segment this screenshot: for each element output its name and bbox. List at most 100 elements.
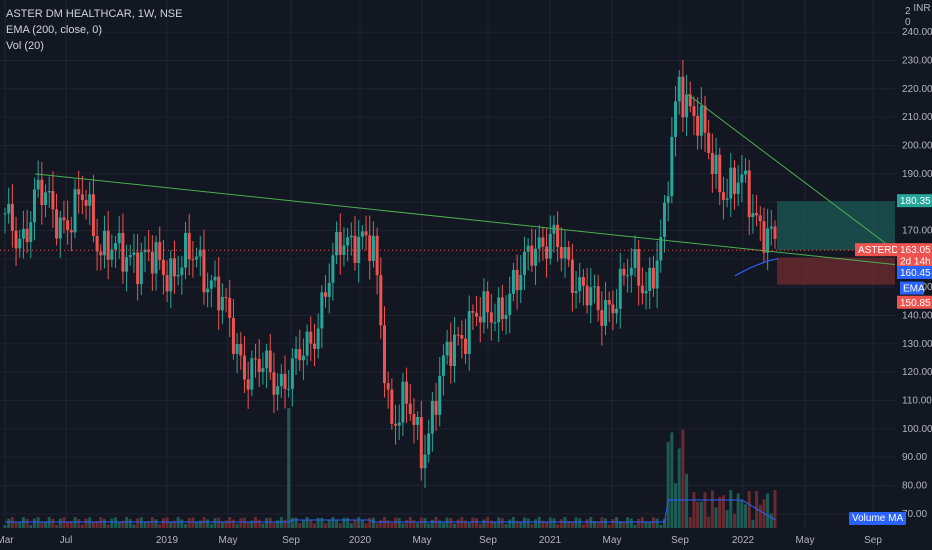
- volume-bar: [309, 519, 313, 528]
- long-trendline[interactable]: [34, 173, 896, 265]
- volume-bar: [677, 448, 681, 528]
- volume-bars: [3, 408, 777, 528]
- volume-bar: [294, 517, 298, 528]
- candle-body: [666, 196, 670, 203]
- volume-ma-label: Volume MA: [852, 513, 904, 524]
- candle-body: [55, 209, 59, 239]
- candle-body: [556, 224, 560, 247]
- volume-bar: [32, 518, 36, 528]
- descending-trendline[interactable]: [687, 94, 896, 251]
- candle-body: [519, 274, 523, 291]
- candle-body: [231, 317, 235, 354]
- candle-body: [467, 311, 471, 354]
- volume-bar: [570, 522, 574, 528]
- candle-body: [589, 287, 593, 306]
- volume-bar: [611, 519, 615, 528]
- y-tick-label: 200.00: [902, 141, 932, 152]
- volume-bar: [552, 518, 556, 528]
- candle-body: [14, 230, 18, 249]
- price-tag-symbol-text: ASTERDM: [858, 245, 907, 256]
- volume-bar: [187, 518, 191, 528]
- stop-zone[interactable]: [777, 257, 895, 285]
- volume-bar: [559, 519, 563, 528]
- volume-bar: [692, 492, 696, 528]
- candle-body: [360, 231, 364, 237]
- volume-bar: [629, 518, 633, 528]
- candle-body: [692, 106, 696, 116]
- volume-bar: [674, 483, 678, 528]
- candle-body: [3, 213, 7, 215]
- candle-body: [747, 170, 751, 218]
- candle-body: [25, 228, 29, 242]
- price-tag: [897, 266, 932, 279]
- legend-volume[interactable]: Vol (20): [6, 40, 44, 52]
- candle-body: [394, 423, 398, 426]
- trend-lines[interactable]: [0, 94, 896, 277]
- candle-body: [688, 94, 692, 107]
- volume-bar: [581, 524, 585, 528]
- candle-body: [640, 285, 644, 294]
- candle-body: [342, 245, 346, 255]
- candle-body: [681, 76, 685, 118]
- candle-body: [357, 236, 361, 263]
- candle-body: [276, 386, 280, 395]
- candle-body: [305, 331, 309, 356]
- candle-body: [180, 267, 184, 276]
- candle-body: [655, 260, 659, 289]
- candle-body: [298, 349, 302, 361]
- candle-body: [58, 217, 62, 239]
- legend-symbol[interactable]: ASTER DM HEALTHCAR, 1W, NSE: [6, 8, 183, 20]
- candle-body: [659, 236, 663, 261]
- candle-body: [301, 355, 305, 361]
- volume-bar: [257, 519, 261, 528]
- target-zone[interactable]: [777, 201, 895, 251]
- volume-bar: [246, 522, 250, 528]
- candle-body: [51, 191, 55, 210]
- volume-bar: [515, 520, 519, 528]
- volume-bar: [136, 518, 140, 528]
- legend-ema[interactable]: EMA (200, close, 0): [6, 24, 102, 36]
- volume-bar: [537, 517, 541, 528]
- time-axis[interactable]: Mar Jul 2019 May Sep 2020 May Sep 2021 May Sep 2022…: [0, 535, 882, 546]
- candle-body: [353, 235, 357, 263]
- volume-bar: [324, 523, 328, 528]
- volume-bar: [40, 521, 44, 528]
- candle-body: [482, 291, 486, 323]
- volume-bar: [327, 520, 331, 528]
- price-tag-text: 160.45: [900, 268, 931, 279]
- volume-bar: [626, 517, 630, 528]
- x-tick-label: 2019: [156, 535, 179, 546]
- volume-bar: [172, 520, 176, 528]
- candle-body: [77, 189, 81, 195]
- volume-bar: [272, 522, 276, 528]
- volume-bar: [55, 524, 59, 528]
- volume-ma-badge[interactable]: Volume MA: [849, 512, 907, 525]
- y-tick-label: 120.00: [902, 367, 932, 378]
- candle-body: [618, 268, 622, 309]
- volume-bar: [508, 519, 512, 528]
- volume-bar: [394, 517, 398, 528]
- candle-body: [217, 276, 221, 311]
- y-tick-label: 210.00: [902, 112, 932, 123]
- volume-bar: [114, 517, 118, 528]
- candle-body: [721, 192, 725, 200]
- volume-bar: [239, 518, 243, 528]
- volume-bar: [618, 521, 622, 528]
- volume-bar: [699, 501, 703, 528]
- candle-body: [206, 288, 210, 293]
- candle-body: [526, 245, 530, 252]
- position-zones: [777, 201, 895, 285]
- candle-body: [279, 373, 283, 387]
- volume-bar: [530, 524, 534, 528]
- candle-body: [452, 334, 456, 366]
- candle-body: [316, 328, 320, 349]
- candle-body: [254, 358, 258, 360]
- candle-body: [265, 350, 269, 369]
- volume-bar: [685, 473, 689, 528]
- candle-body: [147, 249, 151, 252]
- volume-bar: [710, 490, 714, 528]
- volume-bar: [125, 517, 129, 528]
- volume-bar: [217, 517, 221, 528]
- candle-body: [718, 154, 722, 193]
